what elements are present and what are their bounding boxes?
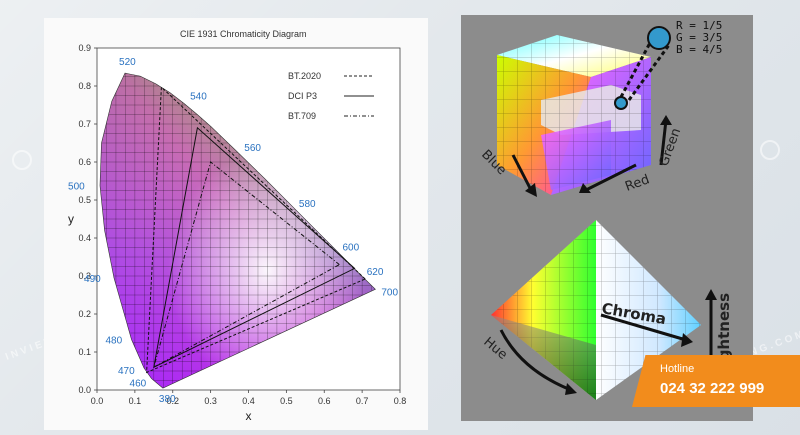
hsl-cone bbox=[491, 220, 717, 400]
y-tick-label: 0.4 bbox=[78, 233, 91, 243]
x-tick-label: 0.4 bbox=[242, 396, 255, 406]
x-tick-label: 0.2 bbox=[166, 396, 179, 406]
y-tick-label: 0.1 bbox=[78, 347, 91, 357]
y-tick-label: 0.9 bbox=[78, 43, 91, 53]
sample-color-marker bbox=[614, 26, 671, 110]
hotline-badge[interactable]: Hotline 024 32 222 999 bbox=[632, 355, 800, 407]
watermark-logo-icon bbox=[12, 150, 32, 170]
x-tick-label: 0.1 bbox=[129, 396, 142, 406]
x-tick-label: 0.7 bbox=[356, 396, 369, 406]
gamut-triangle-bt-2020 bbox=[146, 85, 367, 374]
wavelength-label-620: 620 bbox=[367, 267, 384, 278]
wavelength-label-490: 490 bbox=[84, 274, 101, 285]
wavelength-label-500: 500 bbox=[68, 182, 85, 193]
color-model-panel: R = 1/5 G = 3/5 B = 4/5 Blue Red Green bbox=[461, 15, 753, 421]
rgb-cube bbox=[497, 35, 651, 195]
y-tick-label: 0.8 bbox=[78, 81, 91, 91]
wavelength-label-700: 700 bbox=[381, 287, 398, 298]
y-tick-label: 0.3 bbox=[78, 271, 91, 281]
x-tick-label: 0.0 bbox=[91, 396, 104, 406]
y-axis-label: y bbox=[68, 212, 74, 226]
wavelength-label-380: 380 bbox=[159, 394, 176, 405]
x-tick-label: 0.3 bbox=[204, 396, 217, 406]
hotline-number[interactable]: 024 32 222 999 bbox=[660, 380, 765, 397]
chart-title: CIE 1931 Chromaticity Diagram bbox=[180, 29, 307, 39]
wavelength-label-520: 520 bbox=[119, 57, 136, 68]
wavelength-label-540: 540 bbox=[190, 91, 207, 102]
legend-label-dci-p3: DCI P3 bbox=[288, 91, 317, 101]
hotline-label: Hotline bbox=[660, 363, 695, 375]
x-tick-label: 0.8 bbox=[394, 396, 407, 406]
y-tick-label: 0.0 bbox=[78, 385, 91, 395]
cie-chart-panel: 0.0 0.1 0.2 0.3 0.4 0.5 0.6 0.7 0.8 0.0 0.1 0.2 0.3 0… bbox=[44, 18, 428, 430]
y-tick-label: 0.6 bbox=[78, 157, 91, 167]
y-tick-label: 0.7 bbox=[78, 119, 91, 129]
x-tick-label: 0.6 bbox=[318, 396, 331, 406]
wavelength-label-560: 560 bbox=[244, 143, 261, 154]
x-tick-label: 0.5 bbox=[280, 396, 293, 406]
axis-red-label: Red bbox=[623, 172, 651, 195]
cube-axes bbox=[511, 115, 672, 197]
color-model-illustration: R = 1/5 G = 3/5 B = 4/5 Blue Red Green bbox=[478, 19, 733, 400]
wavelength-label-600: 600 bbox=[342, 243, 359, 254]
wavelength-label-480: 480 bbox=[105, 335, 122, 346]
legend-label-bt-709: BT.709 bbox=[288, 111, 316, 121]
spectral-locus-outline bbox=[99, 72, 376, 389]
legend-label-bt-2020: BT.2020 bbox=[288, 71, 321, 81]
y-tick-label: 0.2 bbox=[78, 309, 91, 319]
wavelength-label-470: 470 bbox=[118, 366, 135, 377]
g-value-label: G = 3/5 bbox=[676, 31, 722, 44]
wavelength-label-460: 460 bbox=[130, 379, 147, 390]
r-value-label: R = 1/5 bbox=[676, 19, 722, 32]
watermark-logo-icon bbox=[760, 140, 780, 160]
cie-chart: 0.0 0.1 0.2 0.3 0.4 0.5 0.6 0.7 0.8 0.0 0.1 0.2 0.3 0… bbox=[68, 43, 407, 423]
wavelength-label-580: 580 bbox=[299, 199, 316, 210]
y-tick-label: 0.5 bbox=[78, 195, 91, 205]
lightness-label: Lightness bbox=[715, 293, 733, 375]
axis-green-label: Green bbox=[657, 126, 685, 168]
gamut-triangle-bt-709 bbox=[153, 161, 341, 369]
gamut-triangle-dci-p3 bbox=[153, 126, 356, 369]
x-axis-label: x bbox=[246, 409, 252, 423]
b-value-label: B = 4/5 bbox=[676, 43, 722, 56]
